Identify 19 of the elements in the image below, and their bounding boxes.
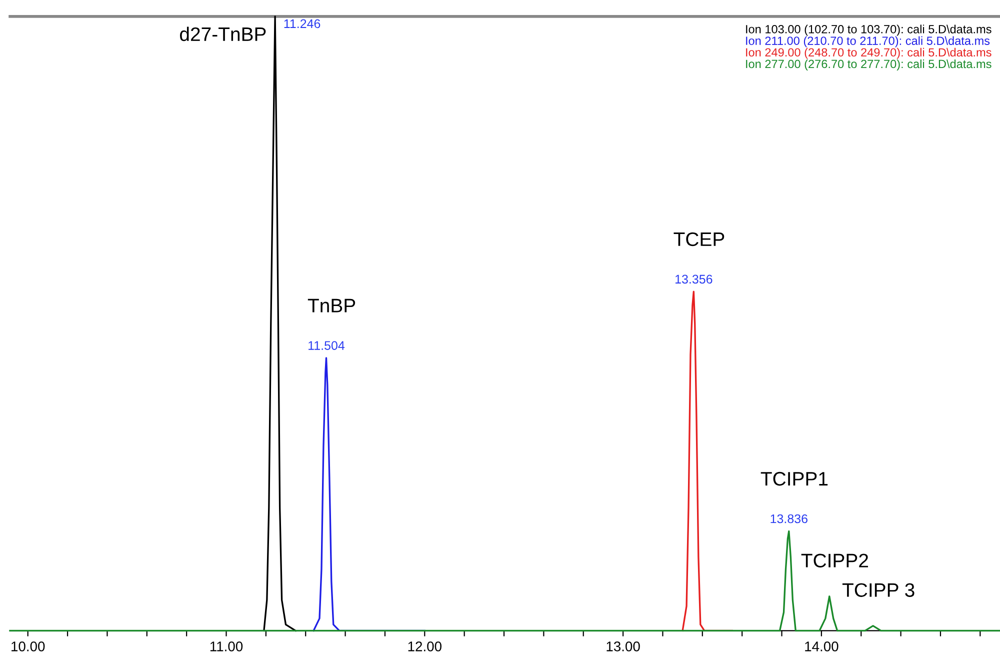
- x-tick-label: 13.00: [606, 642, 640, 652]
- annotation: TCIPP1: [760, 472, 828, 486]
- annotation: d27-TnBP: [180, 26, 266, 42]
- x-tick-label: 12.00: [408, 642, 442, 652]
- x-tick-label: 11.00: [210, 642, 243, 652]
- annotation: 13.836: [770, 514, 808, 524]
- annotation: 11.246: [284, 19, 320, 28]
- x-tick-label: 14.00: [805, 642, 838, 652]
- annotation: 11.504: [308, 341, 345, 350]
- text: Ion 103.00 (102.70 to 103.70): cali 5.D\data.ms: [746, 24, 992, 36]
- annotation: TnBP: [308, 298, 356, 312]
- text: Ion 277.00 (276.70 to 277.70): cali 5.D\data.ms: [746, 59, 992, 70]
- text: Ion 249.00 (248.70 to 249.70): cali 5.D\data.ms: [746, 48, 992, 59]
- annotation: TCIPP2: [801, 554, 868, 568]
- x-tick-label: 10.00: [12, 642, 45, 652]
- annotation: 13.356: [676, 274, 712, 284]
- text: Ion 211.00 (210.70 to 211.70): cali 5.D\data.ms: [746, 36, 990, 48]
- annotation: TCIPP 3: [842, 583, 914, 597]
- annotation: TCEP: [674, 232, 724, 246]
